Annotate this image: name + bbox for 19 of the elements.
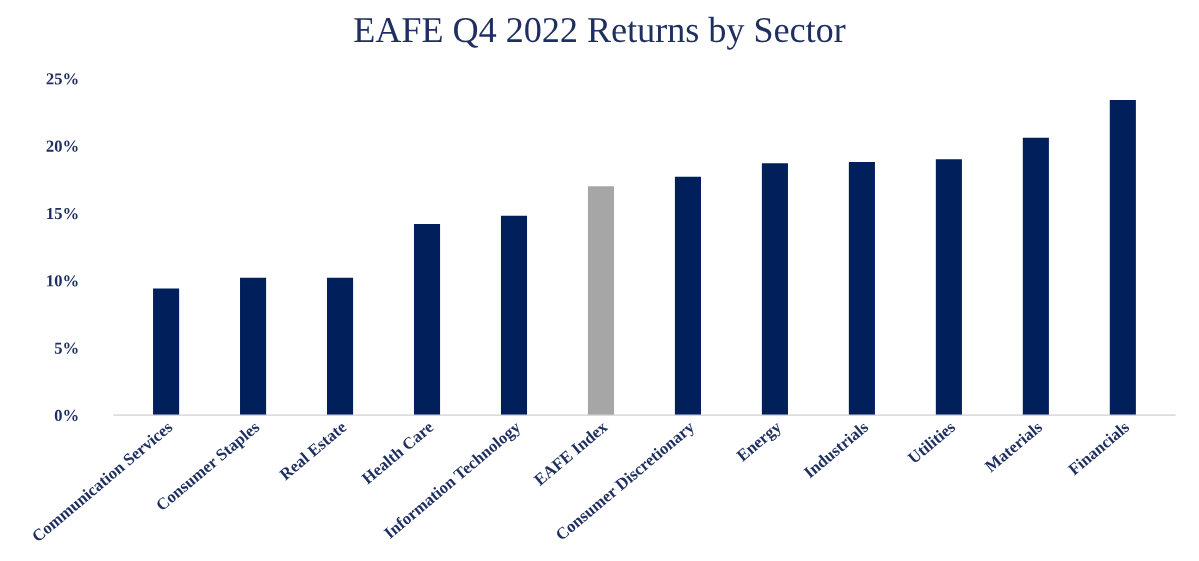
bar	[674, 176, 701, 416]
y-tick-label: 15%	[47, 207, 78, 220]
bar	[327, 277, 354, 416]
y-tick-label: 20%	[46, 140, 78, 152]
bar	[1022, 137, 1049, 416]
chart-title: EAFE Q4 2022 Returns by Sector	[354, 16, 846, 50]
y-tick-label: 25%	[46, 73, 78, 85]
bar	[413, 223, 441, 416]
bar	[848, 162, 875, 416]
bar	[761, 163, 788, 416]
bar	[587, 186, 615, 416]
bar	[153, 288, 180, 416]
y-tick-label: 10%	[47, 275, 78, 287]
bar	[240, 277, 267, 416]
bar	[500, 215, 528, 416]
bar	[1109, 100, 1136, 416]
y-tick-label: 0%	[54, 409, 78, 422]
y-tick-label: 5%	[54, 342, 78, 354]
bar	[935, 159, 962, 416]
